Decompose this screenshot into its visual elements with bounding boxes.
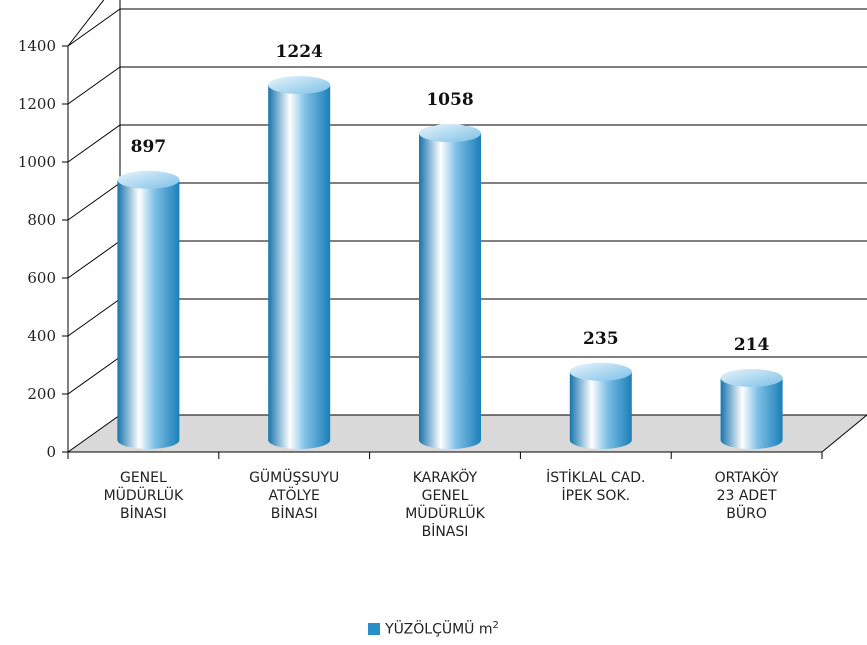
legend-swatch xyxy=(368,622,381,635)
data-label: 235 xyxy=(583,329,619,349)
y-tick-label: 400 xyxy=(27,327,56,345)
gridline-side xyxy=(67,124,121,163)
legend-label: YÜZÖLÇÜMÜ m xyxy=(385,621,493,638)
bar-top xyxy=(117,170,180,189)
category-label-line: BİNASI xyxy=(271,504,318,522)
category-label-line: İSTİKLAL CAD. xyxy=(546,468,645,486)
category-label-line: ORTAKÖY xyxy=(715,468,779,486)
gridline-side xyxy=(67,356,121,395)
category-label-line: İPEK SOK. xyxy=(562,486,631,504)
bar-top xyxy=(419,124,481,143)
category-label-line: 23 ADET xyxy=(717,488,777,504)
bar-top xyxy=(720,368,783,387)
category-label-line: KARAKÖY xyxy=(413,468,478,486)
category-label-line: MÜDÜRLÜK xyxy=(104,486,184,504)
bar xyxy=(268,76,331,449)
bar-top xyxy=(569,362,632,381)
gridline-side xyxy=(67,66,121,105)
y-tick-label: 1200 xyxy=(18,95,56,113)
y-tick-label: 200 xyxy=(27,385,56,403)
category-label-line: GENEL xyxy=(120,470,167,486)
data-label: 1224 xyxy=(276,42,323,62)
data-label: 214 xyxy=(734,335,770,355)
gridline-side xyxy=(67,8,121,47)
category-label-line: BİNASI xyxy=(120,504,167,522)
category-label-line: GÜMÜŞSUYU xyxy=(249,468,339,486)
category-label: KARAKÖY GENEL MÜDÜRLÜK BİNASI xyxy=(405,468,485,540)
category-label: GENEL MÜDÜRLÜK BİNASI xyxy=(104,470,184,522)
category-label-line: BİNASI xyxy=(422,522,469,540)
legend: YÜZÖLÇÜMÜ m2 xyxy=(0,620,867,638)
category-label-line: GENEL xyxy=(422,488,469,504)
y-tick-label: 0 xyxy=(46,443,56,461)
legend-label-superscript: 2 xyxy=(492,620,499,631)
y-tick-label: 1000 xyxy=(18,153,56,171)
bar-top xyxy=(268,76,331,95)
category-label: İSTİKLAL CAD. İPEK SOK. xyxy=(546,468,645,504)
category-label-line: MÜDÜRLÜK xyxy=(405,504,485,522)
category-label: GÜMÜŞSUYU ATÖLYE BİNASI xyxy=(249,468,339,522)
bar-body xyxy=(569,371,632,449)
y-tick-label: 800 xyxy=(27,211,56,229)
category-label: ORTAKÖY 23 ADET BÜRO xyxy=(715,468,779,522)
bar xyxy=(419,124,481,449)
bar xyxy=(569,362,632,449)
y-tick-label: 600 xyxy=(27,269,56,287)
bar xyxy=(720,368,783,449)
gridline-side xyxy=(67,298,121,337)
data-label: 1058 xyxy=(426,90,473,110)
wall-top-edge xyxy=(67,0,105,47)
y-tick-label: 1400 xyxy=(18,37,56,55)
bar-body xyxy=(720,377,783,449)
category-label-line: BÜRO xyxy=(726,504,767,522)
bar xyxy=(117,170,180,449)
category-label-line: ATÖLYE xyxy=(268,486,319,504)
gridline-side xyxy=(67,240,121,279)
bar-body xyxy=(268,85,331,449)
gridline-side xyxy=(67,182,121,221)
bar-body xyxy=(419,133,481,449)
data-label: 897 xyxy=(131,137,167,157)
bar-body xyxy=(117,179,180,449)
